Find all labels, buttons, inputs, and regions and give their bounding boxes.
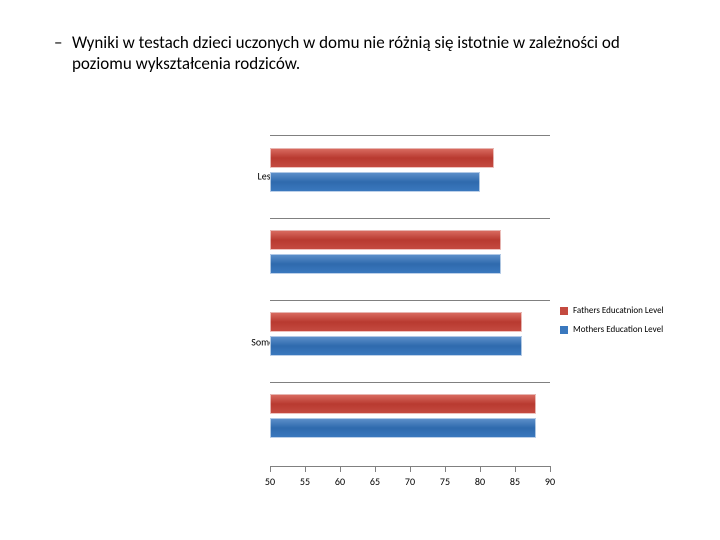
x-tick <box>305 466 306 472</box>
legend-item: Mothers Education Level <box>560 324 705 335</box>
x-tick-label: 85 <box>510 475 520 488</box>
legend-swatch-icon <box>560 307 568 315</box>
legend: Fathers Educatnion Level Mothers Educati… <box>560 305 705 343</box>
x-tick-label: 90 <box>545 475 555 488</box>
x-tick-label: 55 <box>300 475 310 488</box>
bar-group <box>270 382 550 467</box>
plot-area: 50 55 60 65 70 75 80 85 90 <box>270 135 550 466</box>
x-tick-label: 60 <box>335 475 345 488</box>
bar-fathers <box>270 230 501 250</box>
legend-item: Fathers Educatnion Level <box>560 305 705 316</box>
bar-fathers <box>270 148 494 168</box>
bar-group <box>270 136 550 219</box>
bar-mothers <box>270 418 536 438</box>
x-tick <box>410 466 411 472</box>
slide: – Wyniki w testach dzieci uczonych w dom… <box>0 0 720 540</box>
x-tick <box>550 466 551 472</box>
bar-mothers <box>270 336 522 356</box>
x-tick-label: 80 <box>475 475 485 488</box>
x-tick <box>340 466 341 472</box>
bar-fathers <box>270 312 522 332</box>
bar-chart: Less then High School Education Graduate… <box>40 130 680 500</box>
bullet-dash: – <box>54 32 62 53</box>
bar-mothers <box>270 172 480 192</box>
bar-group <box>270 300 550 383</box>
x-tick-label: 75 <box>440 475 450 488</box>
x-tick-label: 50 <box>265 475 275 488</box>
x-tick-label: 70 <box>405 475 415 488</box>
legend-label: Mothers Education Level <box>573 324 663 335</box>
bullet-text: – Wyniki w testach dzieci uczonych w dom… <box>72 32 662 75</box>
bar-mothers <box>270 254 501 274</box>
x-tick-label: 65 <box>370 475 380 488</box>
legend-swatch-icon <box>560 326 568 334</box>
x-tick <box>515 466 516 472</box>
legend-label: Fathers Educatnion Level <box>573 305 664 316</box>
x-tick <box>375 466 376 472</box>
x-tick <box>270 466 271 472</box>
bar-fathers <box>270 394 536 414</box>
x-tick <box>445 466 446 472</box>
bullet-content: Wyniki w testach dzieci uczonych w domu … <box>72 32 620 74</box>
bar-group <box>270 218 550 301</box>
x-tick <box>480 466 481 472</box>
